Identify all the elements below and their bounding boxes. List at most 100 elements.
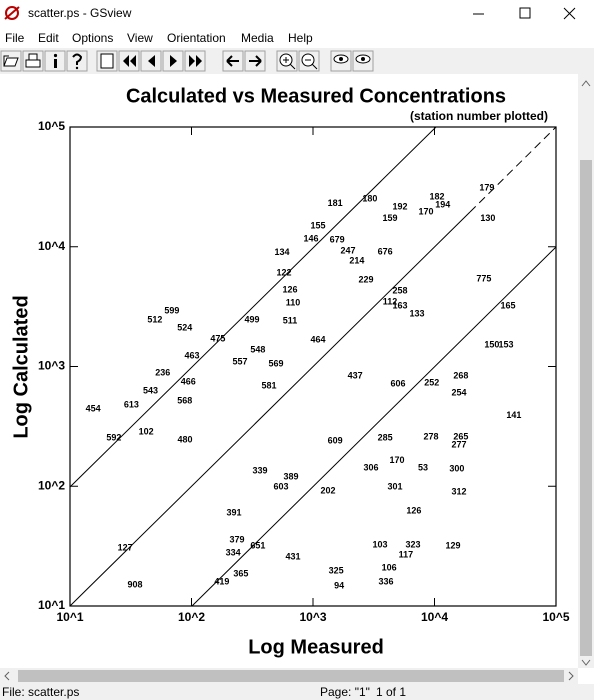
toolbar-buttons: [0, 50, 374, 72]
station-point: 146: [304, 233, 319, 243]
view-button[interactable]: [330, 50, 352, 72]
reference-lines: [70, 127, 556, 606]
station-point: 389: [283, 472, 298, 482]
station-point: 592: [106, 432, 121, 442]
station-point: 908: [128, 579, 143, 589]
menu-item[interactable]: Edit: [38, 31, 59, 45]
info-button[interactable]: [44, 50, 66, 72]
help-button[interactable]: [66, 50, 88, 72]
station-point: 391: [227, 507, 242, 517]
station-point: 339: [252, 465, 267, 475]
scroll-left[interactable]: [4, 671, 10, 681]
window-title: scatter.ps - GSview: [28, 6, 132, 20]
maximize-button[interactable]: [519, 7, 531, 19]
station-point: 247: [340, 245, 355, 255]
station-point: 300: [449, 463, 464, 473]
open-button[interactable]: [0, 50, 22, 72]
station-point: 192: [392, 201, 407, 211]
station-point: 130: [480, 213, 495, 223]
station-point: 127: [118, 542, 133, 552]
station-point: 165: [501, 300, 516, 310]
forward-button[interactable]: [244, 50, 266, 72]
station-point: 202: [321, 486, 336, 496]
menu-item[interactable]: View: [127, 31, 153, 45]
upper-bound-line: [70, 127, 437, 488]
document-area: [0, 74, 578, 668]
close-button[interactable]: [563, 7, 576, 20]
y-tick-label: 10^1: [38, 598, 65, 612]
station-point: 112: [383, 296, 398, 306]
x-tick-label: 10^3: [299, 610, 326, 624]
station-point: 365: [233, 568, 248, 578]
horizontal-thumb[interactable]: [18, 670, 564, 682]
station-point: 480: [178, 434, 193, 444]
station-point: 568: [177, 395, 192, 405]
station-point: 117: [399, 549, 414, 559]
station-point: 609: [328, 435, 343, 445]
prev-page-button[interactable]: [140, 50, 162, 72]
x-axis-label: Log Measured: [248, 636, 384, 658]
x-tick-label: 10^5: [542, 610, 569, 624]
station-point: 268: [453, 370, 468, 380]
lower-bound-line: [191, 246, 556, 606]
station-point: 258: [392, 285, 407, 295]
scroll-down[interactable]: [581, 659, 591, 666]
menu-item[interactable]: Orientation: [167, 31, 226, 45]
station-point: 336: [379, 576, 394, 586]
status-count: 1 of 1: [376, 685, 406, 699]
next-page-button[interactable]: [162, 50, 184, 72]
station-point: 153: [499, 339, 514, 349]
station-point: 53: [418, 462, 428, 472]
back-button[interactable]: [222, 50, 244, 72]
station-point: 306: [363, 462, 378, 472]
station-point: 180: [362, 193, 377, 203]
status-file: File: scatter.ps: [2, 685, 79, 699]
scroll-up[interactable]: [581, 80, 591, 87]
station-point: 265: [453, 431, 468, 441]
page-button[interactable]: [96, 50, 118, 72]
station-point: 252: [424, 377, 439, 387]
print-button[interactable]: [22, 50, 44, 72]
zoom-out-button[interactable]: [298, 50, 320, 72]
status-page: Page: "1": [320, 685, 370, 699]
app-icon: [4, 6, 20, 20]
station-point: 285: [378, 432, 393, 442]
last-page-button[interactable]: [184, 50, 206, 72]
station-point: 379: [230, 534, 245, 544]
x-tick-label: 10^1: [56, 610, 83, 624]
station-point: 134: [275, 247, 290, 257]
station-point: 437: [348, 370, 363, 380]
menu-item[interactable]: Options: [72, 31, 113, 45]
station-point: 312: [451, 486, 466, 496]
station-point: 181: [328, 198, 343, 208]
station-point: 466: [181, 376, 196, 386]
station-point: 229: [358, 274, 373, 284]
station-point: 150: [484, 339, 499, 349]
station-point: 122: [276, 268, 291, 278]
y-axis-label: Log Calculated: [10, 295, 32, 438]
station-point: 236: [155, 367, 170, 377]
station-point: 499: [245, 314, 260, 324]
station-point: 170: [418, 206, 433, 216]
vertical-thumb[interactable]: [580, 160, 592, 656]
menu-item[interactable]: Help: [288, 31, 313, 45]
station-point: 103: [372, 539, 387, 549]
one-to-one-line-dashed: [469, 127, 556, 213]
station-point: 511: [283, 315, 298, 325]
station-point: 606: [391, 378, 406, 388]
x-tick-label: 10^2: [178, 610, 205, 624]
y-tick-label: 10^2: [38, 478, 65, 492]
scroll-right[interactable]: [568, 671, 574, 681]
zoom-in-button[interactable]: [276, 50, 298, 72]
chart-title: Calculated vs Measured Concentrations: [126, 85, 506, 107]
chart-subtitle: (station number plotted): [410, 109, 548, 123]
first-page-button[interactable]: [118, 50, 140, 72]
station-point: 512: [147, 314, 162, 324]
station-point: 475: [210, 333, 225, 343]
menu-item[interactable]: Media: [241, 31, 274, 45]
menu-item[interactable]: File: [5, 31, 25, 45]
y-tick-label: 10^4: [38, 239, 65, 253]
y-tick-label: 10^5: [38, 119, 65, 133]
view-all-button[interactable]: [352, 50, 374, 72]
